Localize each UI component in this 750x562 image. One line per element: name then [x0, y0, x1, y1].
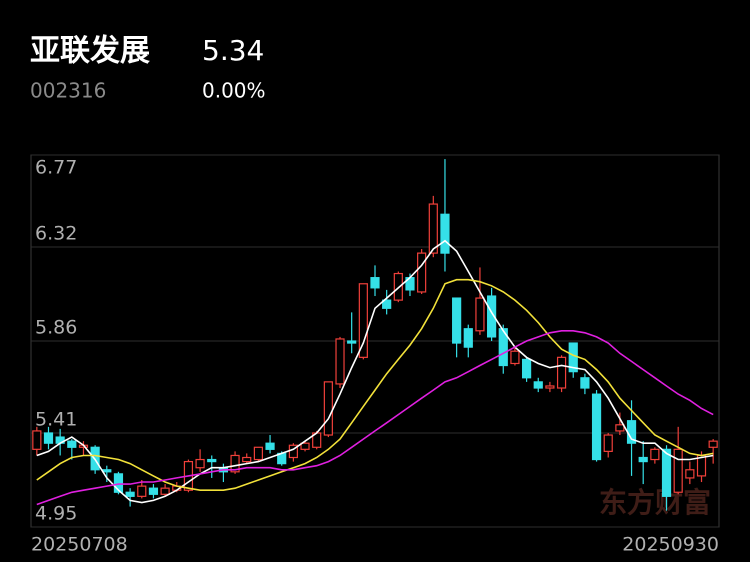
candle-body: [253, 446, 263, 461]
price-change: 0.00%: [202, 79, 266, 103]
y-tick-label: 5.86: [35, 317, 77, 339]
candle-body: [521, 358, 532, 379]
candle-body: [428, 203, 438, 254]
candle-body: [43, 432, 54, 444]
stock-price: 5.34: [202, 34, 264, 67]
candle-body: [487, 295, 497, 338]
candle-body: [685, 469, 695, 479]
candle-body: [591, 393, 602, 461]
candle-body: [207, 458, 217, 463]
candle-body: [615, 424, 625, 432]
candle-body: [463, 328, 473, 348]
candle-body: [417, 252, 427, 293]
y-tick-label: 6.32: [35, 222, 77, 244]
stock-code: 002316: [30, 79, 106, 103]
candle-body: [67, 440, 77, 448]
candle-body: [673, 448, 683, 493]
ma-line: [36, 330, 714, 506]
x-tick-label: 20250930: [622, 534, 719, 556]
candle-body: [195, 458, 205, 469]
candle-body: [638, 456, 648, 463]
candle-body: [148, 487, 159, 495]
plot: 东方财富 4.95 5.41 5.86 6.32 6.77 20250708 20250930: [31, 154, 719, 556]
candle-body: [382, 299, 392, 309]
ma-line: [36, 239, 714, 504]
candle-body: [708, 440, 718, 448]
candle-body: [603, 434, 613, 452]
candle-body: [440, 213, 450, 254]
candle-body: [545, 385, 555, 389]
candle-body: [125, 491, 135, 497]
stock-name: 亚联发展: [30, 34, 150, 69]
candle-body: [347, 340, 357, 344]
candle-body: [300, 442, 310, 450]
candle-body: [556, 356, 567, 389]
candle-body: [510, 350, 520, 365]
y-tick-label: 5.41: [35, 408, 77, 430]
candle-body: [137, 485, 147, 497]
candle-body: [452, 297, 462, 344]
candle-body: [113, 473, 124, 493]
candle-body: [323, 381, 333, 436]
candle-body: [230, 454, 240, 473]
candle-body: [475, 297, 485, 332]
candle-body: [498, 328, 508, 367]
candle-body: [358, 283, 368, 358]
candle-body: [335, 338, 345, 385]
candle-body: [533, 381, 543, 389]
candle-body: [102, 469, 112, 473]
candle-body: [32, 430, 42, 450]
candle-body: [650, 448, 660, 461]
candle-body: [370, 277, 380, 289]
candle-body: [242, 456, 252, 463]
watermark: 东方财富: [599, 486, 711, 519]
candle-body: [160, 487, 170, 495]
candle-body: [265, 442, 275, 450]
y-tick-label: 4.95: [35, 503, 77, 525]
ma-line: [36, 278, 714, 491]
candle-body: [580, 377, 590, 389]
x-tick-label: 20250708: [31, 534, 128, 556]
candle-body: [661, 448, 672, 497]
y-tick-label: 6.77: [35, 157, 77, 179]
